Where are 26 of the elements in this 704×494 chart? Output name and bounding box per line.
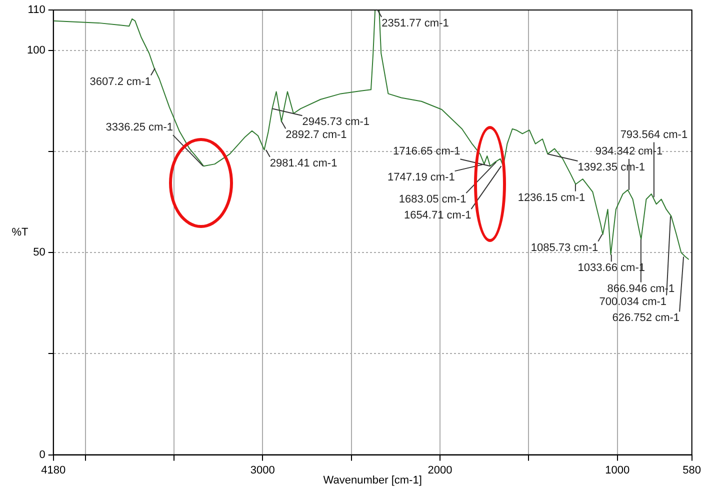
annotation: 1683.05 cm-1	[398, 194, 466, 206]
x-tick-label: 1000	[605, 464, 630, 476]
annotation: 2892.7 cm-1	[286, 129, 347, 142]
y-axis-title: %T	[12, 226, 29, 238]
x-tick-label: 4180	[41, 464, 66, 476]
annotation: 3607.2 cm-1	[90, 76, 151, 88]
annotation: 1236.15 cm-1	[518, 192, 586, 204]
annotation: 700.034 cm-1	[599, 296, 667, 308]
annotation: 793.564 cm-1	[620, 128, 688, 141]
y-tick-label: 50	[33, 246, 46, 259]
annotation: 1716.65 cm-1	[392, 146, 460, 158]
annotation: 2351.77 cm-1	[382, 18, 449, 30]
annotation: 1085.73 cm-1	[530, 242, 598, 254]
x-tick-label: 580	[682, 464, 702, 476]
x-tick-label: 2000	[428, 464, 452, 476]
annotation: 626.752 cm-1	[612, 312, 680, 324]
annotation: 1747.19 cm-1	[388, 172, 455, 184]
annotation: 2981.41 cm-1	[270, 157, 338, 170]
annotation: 1654.71 cm-1	[404, 210, 472, 222]
annotation: 3336.25 cm-1	[106, 122, 173, 134]
x-tick-label: 3000	[250, 464, 275, 476]
y-tick-label: 100	[26, 44, 46, 56]
x-axis-title: Wavenumber [cm-1]	[323, 474, 422, 486]
y-tick-label: 0	[39, 448, 46, 461]
y-tick-label: 110	[28, 4, 46, 16]
annotation: 2945.73 cm-1	[302, 116, 370, 128]
